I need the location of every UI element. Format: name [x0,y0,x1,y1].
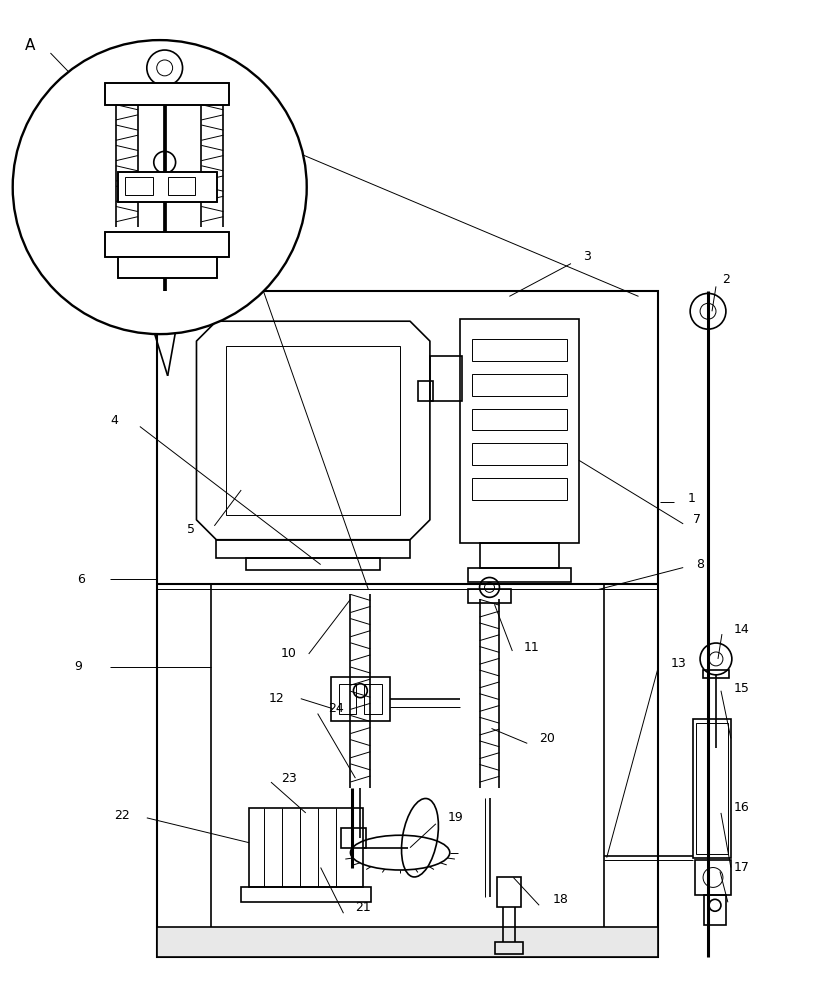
Text: 1: 1 [688,492,696,505]
Bar [695,860,731,895]
Bar [460,319,579,543]
Bar [157,291,658,957]
Bar [479,543,559,568]
Text: 11: 11 [524,641,539,654]
Bar [118,257,218,278]
Text: 7: 7 [693,513,701,526]
Bar [498,877,521,907]
Text: 20: 20 [539,732,555,745]
Text: 23: 23 [281,772,297,785]
Text: 22: 22 [114,809,130,822]
Bar [241,887,371,902]
Circle shape [12,40,307,334]
Bar [216,540,410,558]
Bar [125,177,153,195]
Bar [472,409,567,430]
Text: 6: 6 [77,573,85,586]
Bar [118,172,218,202]
Bar [118,172,218,202]
Text: 17: 17 [734,861,750,874]
Bar [249,808,363,887]
Text: 3: 3 [583,250,591,263]
Text: 8: 8 [696,558,704,571]
Bar [472,374,567,396]
Bar [495,942,524,954]
Text: A: A [25,38,35,53]
Bar [696,723,728,854]
Text: 12: 12 [269,692,285,705]
Bar [338,684,356,714]
Text: 2: 2 [722,273,730,286]
Bar [105,83,229,105]
Bar [118,257,218,278]
Text: 16: 16 [734,801,750,814]
Text: 10: 10 [281,647,297,660]
Bar [468,568,571,582]
Bar [693,719,731,858]
Bar [472,443,567,465]
Text: 13: 13 [671,657,686,670]
Bar [105,83,229,105]
Bar [246,558,381,570]
Bar [105,232,229,257]
Text: 18: 18 [553,893,569,906]
Text: 5: 5 [186,523,194,536]
Bar [331,677,391,721]
Bar [341,828,366,848]
Bar [468,589,511,603]
Bar [105,232,229,257]
Bar [226,346,400,515]
Bar [418,381,433,401]
Text: 24: 24 [328,702,344,715]
Bar [157,927,658,957]
Bar [430,356,462,401]
Bar [704,895,726,925]
Bar [472,478,567,500]
Text: 21: 21 [356,901,371,914]
Text: 4: 4 [110,414,118,427]
Bar [364,684,382,714]
Text: 9: 9 [74,660,82,673]
Bar [703,670,729,678]
Bar [168,177,195,195]
Text: 19: 19 [448,811,464,824]
Bar [472,339,567,361]
Text: 15: 15 [734,682,750,695]
Text: 14: 14 [734,623,750,636]
